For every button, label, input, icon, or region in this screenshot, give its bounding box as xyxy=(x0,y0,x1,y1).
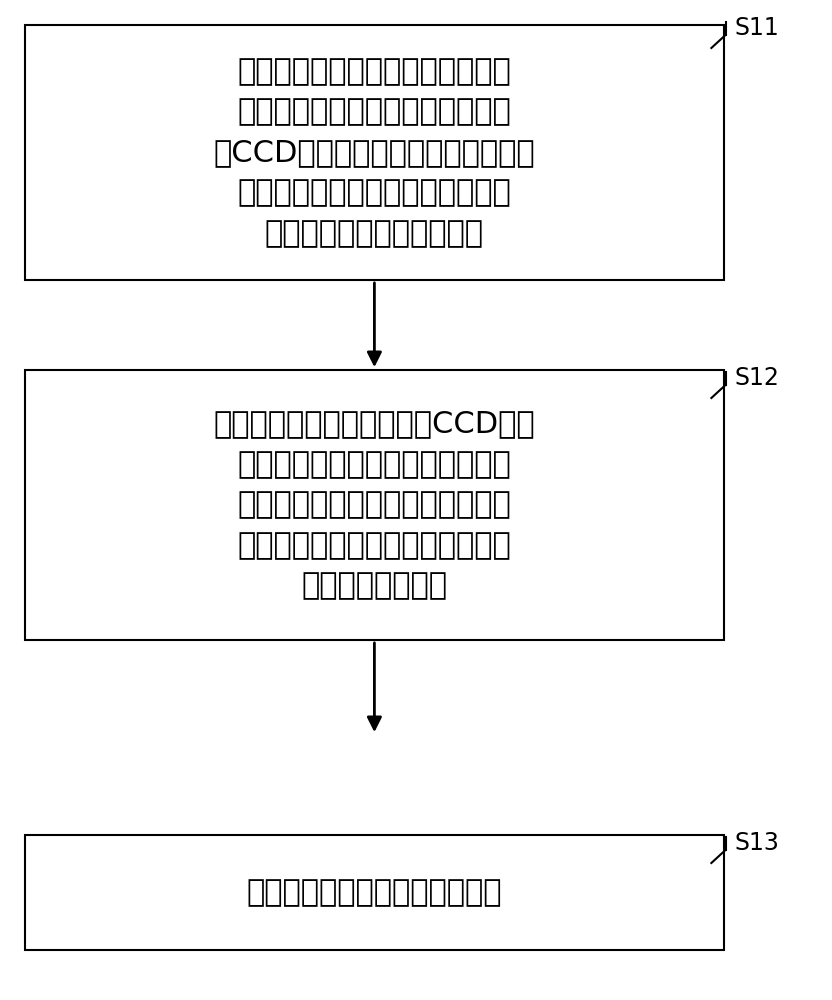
Text: 机械手通过其上安装的第二CCD机构
读取支撑平台上的定位块信息，机
械手将抓取的支重轮放置于支撑平
台上，并且支重轮与定位块卡合实
现支重轮的定位。: 机械手通过其上安装的第二CCD机构 读取支撑平台上的定位块信息，机 械手将抓取的… xyxy=(214,410,535,600)
Bar xyxy=(25,25,724,280)
Text: 旋转开启淬火装置的盖板，打开淬
火装置，机械手通过其上安装的第
一CCD机构读取上料平台上支重轮的
位置信息，根据支重轮的位置信息
，机械手抓取所述支重轮。: 旋转开启淬火装置的盖板，打开淬 火装置，机械手通过其上安装的第 一CCD机构读取… xyxy=(214,57,535,248)
Text: S13: S13 xyxy=(735,831,780,855)
Text: S12: S12 xyxy=(735,366,780,390)
Bar xyxy=(25,835,724,950)
Bar xyxy=(25,370,724,640)
Text: 旋转闭合盖板，关闭淬火装置。: 旋转闭合盖板，关闭淬火装置。 xyxy=(246,878,503,907)
Text: S11: S11 xyxy=(735,16,780,40)
